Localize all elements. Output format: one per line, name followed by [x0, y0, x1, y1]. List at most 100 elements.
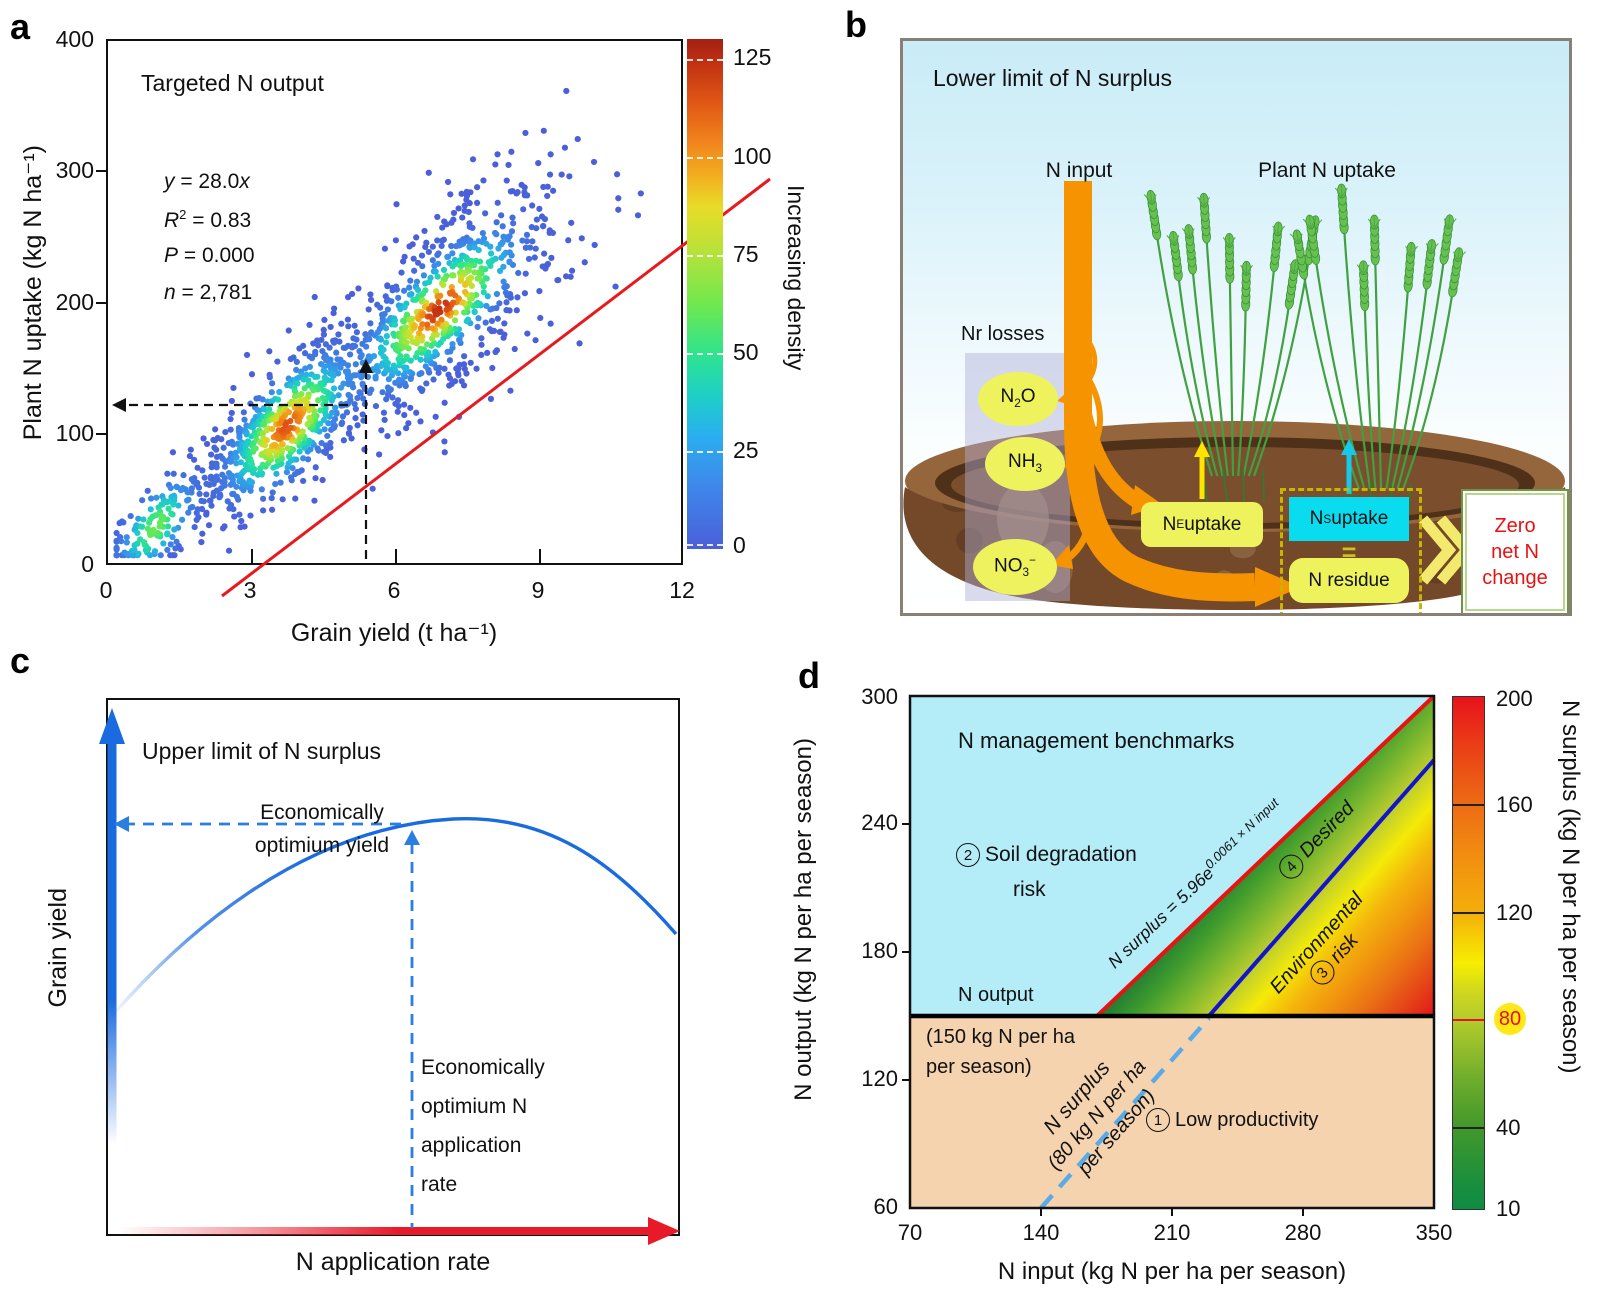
colorbar-tick-label: 160: [1496, 792, 1533, 817]
panel-a-letter: a: [10, 6, 31, 47]
surplus-colorbar: [1452, 696, 1485, 1210]
y-tick-label: 120: [861, 1066, 898, 1091]
wheat-stem: [1228, 276, 1235, 477]
x-axis-label: N input (kg N per ha per season): [997, 1258, 1347, 1285]
wheat-awn: [1187, 224, 1191, 238]
soil-stone: [997, 483, 1049, 555]
colorbar-tick: [687, 59, 723, 61]
wheat-awn: [1197, 196, 1205, 207]
arrowhead-nh3-icon: [1063, 449, 1083, 473]
x-tick-label: 140: [1022, 1220, 1060, 1245]
y-axis-label: N output (kg N per ha per season): [790, 738, 817, 1101]
wheat-stem: [1242, 264, 1276, 477]
ne-uptake-arrowhead-icon: [1194, 441, 1210, 457]
lower-limit-blue-line: [1207, 758, 1436, 1018]
colorbar-divider-80: [1453, 1019, 1484, 1021]
y-tick-label: 60: [873, 1194, 898, 1219]
wheat-awn: [1203, 193, 1205, 207]
soil-stone: [956, 527, 983, 554]
no3-label: NO3−: [994, 554, 1036, 580]
colorbar-tick-label: 75: [733, 241, 759, 267]
benchmark-graphics: [902, 694, 1436, 1216]
wheat-awn: [1277, 225, 1286, 236]
x-axis-label: N application rate: [295, 1248, 491, 1276]
arrowhead-n2o-icon: [1057, 385, 1077, 407]
wheat-awn: [1222, 237, 1230, 247]
wheat-stem: [1237, 304, 1247, 477]
n-output-line-label: N output: [958, 984, 1034, 1006]
wheat-awn: [1289, 233, 1299, 244]
x-tick-label: 350: [1415, 1220, 1453, 1245]
stat-equation: y = 28.0x: [164, 170, 250, 193]
colorbar-highlight-80: 80: [1494, 1003, 1526, 1035]
x-tick-label: 210: [1153, 1220, 1191, 1245]
low-productivity-region: [910, 1016, 1434, 1208]
wheat-stem: [1374, 257, 1383, 490]
no3-oval: [973, 539, 1057, 595]
wheat-awn: [1289, 263, 1295, 273]
wheat-awn: [1302, 218, 1312, 229]
colorbar-tick-label: 10: [1496, 1196, 1521, 1221]
y-tick-label: 400: [55, 26, 94, 52]
scatter-points-canvas: [108, 41, 681, 563]
surplus-80-dashed-line: [1039, 1016, 1211, 1210]
wheat-awn: [1293, 259, 1297, 273]
wheat-awn: [1166, 235, 1175, 245]
wheat-root: [1262, 469, 1265, 503]
scatter-plot: [106, 39, 771, 598]
region2-label: 2 Soil degradation: [956, 843, 1137, 867]
wheat-stem: [1247, 302, 1291, 477]
wheat-awn: [1405, 245, 1412, 256]
wheat-awn: [1453, 251, 1459, 261]
n2o-oval: [978, 372, 1058, 426]
arrowhead-up-icon: [359, 359, 373, 373]
x-tick-label: 70: [897, 1220, 923, 1245]
y-tick-label: 100: [55, 420, 94, 446]
x-tick-label: 9: [531, 577, 545, 603]
x-axis-arrowhead-icon: [648, 1217, 680, 1245]
colorbar-divider: [1453, 912, 1484, 914]
y-tick-label: 180: [861, 938, 898, 963]
wheat-root: [1222, 469, 1229, 503]
wheat-stem: [1252, 257, 1311, 477]
stat-n: n = 2,781: [164, 281, 253, 304]
wheat-stem: [1402, 289, 1454, 490]
colorbar-tick: [687, 353, 723, 355]
wheat-awn: [1172, 231, 1175, 245]
panel-a-title: Targeted N output: [141, 70, 324, 96]
colorbar-label: Increasing density: [783, 185, 809, 371]
fit-line: [221, 177, 771, 598]
wheat-awn: [1425, 243, 1432, 253]
nh3-oval: [985, 437, 1065, 491]
colorbar-tick-label: 100: [733, 143, 772, 169]
n-residue-box: N residue: [1289, 558, 1409, 603]
y-tick-mark: [96, 302, 106, 304]
x-tick-label: 12: [669, 577, 695, 603]
nr-losses-label: Nr losses: [961, 323, 1045, 345]
panel-b-letter: b: [845, 4, 867, 45]
stat-r2: R2 = 0.83: [164, 207, 252, 232]
panel-b-title: Lower limit of N surplus: [933, 65, 1173, 91]
x-tick-label: 3: [243, 577, 257, 603]
colorbar-tick: [687, 451, 723, 453]
wheat-awn: [1272, 225, 1278, 236]
chevron-icon: [1418, 515, 1457, 585]
wheat-awn: [1228, 237, 1236, 247]
y-tick-label: 300: [861, 684, 898, 709]
y-axis-label: Grain yield: [44, 888, 72, 1008]
wheat-awn: [1430, 239, 1433, 253]
y-tick-mark: [96, 433, 106, 435]
colorbar-tick-label: 125: [733, 44, 772, 70]
wheat-awn: [1447, 214, 1451, 228]
flow-to-n2o: [1071, 329, 1098, 398]
wheat-stem: [1390, 282, 1429, 490]
wheat-awn: [1457, 247, 1461, 261]
x-tick-label: 6: [387, 577, 401, 603]
y-tick-label: 0: [81, 551, 94, 577]
dashed-arrowhead-up-icon: [404, 830, 420, 845]
x-tick-label: 0: [99, 577, 113, 603]
arrowhead-to-residue-icon: [1255, 567, 1301, 607]
